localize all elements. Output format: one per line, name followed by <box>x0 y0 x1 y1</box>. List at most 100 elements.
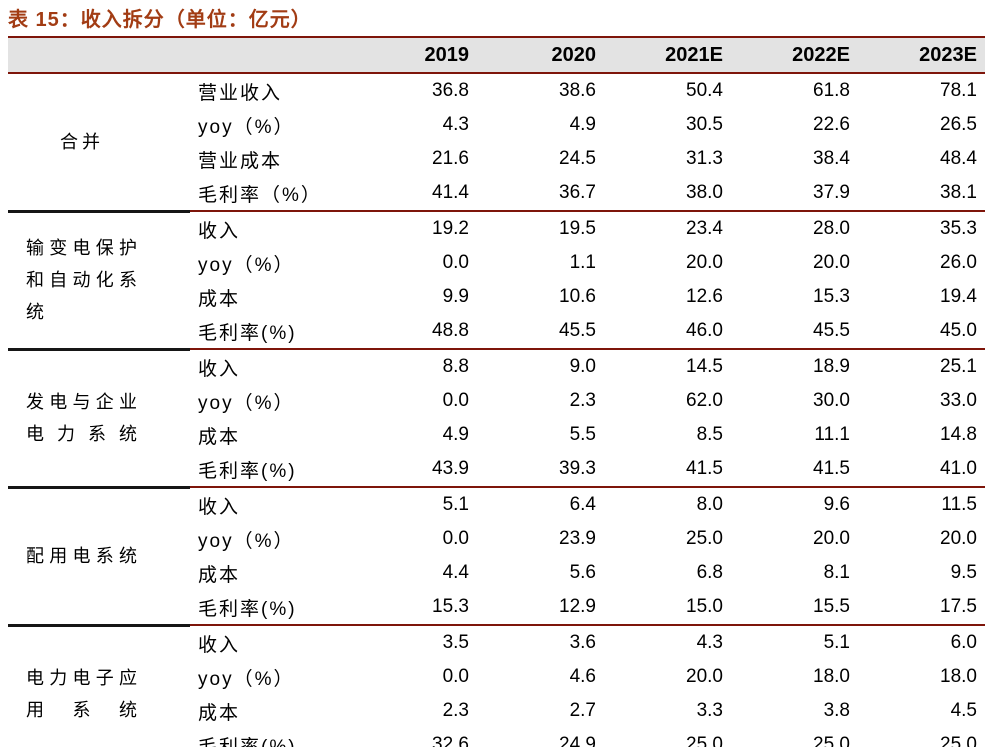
table-row: 营业成本 21.6 24.5 31.3 38.4 48.4 <box>8 142 985 176</box>
value-cell: 2.3 <box>442 700 469 721</box>
value-cell: 78.1 <box>940 80 977 101</box>
value-cell: 9.0 <box>569 356 596 377</box>
value-cell: 15.3 <box>813 286 850 307</box>
group-label: 配用电系统 <box>26 546 138 566</box>
value-cell: 0.0 <box>442 252 469 273</box>
value-cell: 19.2 <box>432 218 469 239</box>
value-cell: 25.0 <box>686 528 723 549</box>
value-cell: 48.8 <box>350 314 477 350</box>
value-cell: 41.0 <box>858 452 985 488</box>
table-row: 发电与企业电力系统 收入 8.8 9.0 14.5 18.9 25.1 <box>8 349 985 489</box>
value-cell: 41.5 <box>604 452 731 488</box>
table-row: 毛利率（%） 41.4 36.7 38.0 37.9 38.1 <box>8 176 985 212</box>
row-label: yoy（%） <box>198 116 295 138</box>
value-cell: 5.5 <box>569 424 596 445</box>
row-label: 成本 <box>198 702 241 724</box>
row-label: 收入 <box>198 220 241 242</box>
value-cell: 45.5 <box>731 314 858 350</box>
table-row: 成本 4.9 5.5 8.5 11.1 14.8 <box>8 418 985 452</box>
value-cell: 4.3 <box>442 114 469 135</box>
group-cell: 配用电系统 <box>8 487 190 627</box>
header-year-2020: 2020 <box>477 36 604 74</box>
value-cell: 20.0 <box>686 252 723 273</box>
value-cell: 19.4 <box>940 286 977 307</box>
value-cell: 33.0 <box>940 390 977 411</box>
value-cell: 9.5 <box>950 562 977 583</box>
value-cell: 5.6 <box>569 562 596 583</box>
value-cell: 36.7 <box>477 176 604 212</box>
value-cell: 37.9 <box>731 176 858 212</box>
value-cell: 35.3 <box>940 218 977 239</box>
row-label: 毛利率(%) <box>190 452 350 488</box>
revenue-breakdown-table: 2019 2020 2021E 2022E 2023E 合并 营业收入 36.8 38… <box>8 36 985 747</box>
value-cell: 9.9 <box>442 286 469 307</box>
group-label: 合并 <box>60 131 104 152</box>
table-row: yoy（%） 0.0 4.6 20.0 18.0 18.0 <box>8 660 985 694</box>
value-cell: 20.0 <box>940 528 977 549</box>
table-row: 毛利率(%) 15.3 12.9 15.0 15.5 17.5 <box>8 590 985 626</box>
report-table-page: 表 15：收入拆分（单位：亿元） 2019 2020 2021E 2022E 2… <box>0 8 1007 747</box>
header-year-2023e: 2023E <box>858 36 985 74</box>
value-cell: 38.4 <box>813 148 850 169</box>
value-cell: 8.1 <box>823 562 850 583</box>
header-year-2019: 2019 <box>350 36 477 74</box>
value-cell: 30.5 <box>686 114 723 135</box>
value-cell: 22.6 <box>813 114 850 135</box>
value-cell: 18.9 <box>813 356 850 377</box>
value-cell: 3.3 <box>696 700 723 721</box>
header-empty-rowlabel-col <box>190 36 350 74</box>
value-cell: 4.6 <box>569 666 596 687</box>
value-cell: 12.6 <box>686 286 723 307</box>
value-cell: 0.0 <box>442 666 469 687</box>
group-cell: 合并 <box>8 73 190 213</box>
value-cell: 0.0 <box>442 390 469 411</box>
table-row: 输变电保护和自动化系统 收入 19.2 19.5 23.4 28.0 35.3 <box>8 211 985 351</box>
value-cell: 43.9 <box>350 452 477 488</box>
value-cell: 3.8 <box>823 700 850 721</box>
value-cell: 20.0 <box>813 252 850 273</box>
value-cell: 26.0 <box>940 252 977 273</box>
value-cell: 15.0 <box>604 590 731 626</box>
header-row: 2019 2020 2021E 2022E 2023E <box>8 36 985 74</box>
table-row: yoy（%） 0.0 1.1 20.0 20.0 26.0 <box>8 246 985 280</box>
value-cell: 25.0 <box>731 728 858 747</box>
row-label: 收入 <box>198 634 241 656</box>
value-cell: 15.5 <box>731 590 858 626</box>
value-cell: 23.4 <box>686 218 723 239</box>
row-label: 收入 <box>198 358 241 380</box>
value-cell: 5.1 <box>442 494 469 515</box>
table-row: yoy（%） 0.0 2.3 62.0 30.0 33.0 <box>8 384 985 418</box>
value-cell: 45.5 <box>477 314 604 350</box>
value-cell: 38.1 <box>858 176 985 212</box>
table-row: 电力电子应用系统 收入 3.5 3.6 4.3 5.1 6.0 <box>8 625 985 747</box>
value-cell: 18.0 <box>940 666 977 687</box>
value-cell: 6.0 <box>950 632 977 653</box>
value-cell: 62.0 <box>686 390 723 411</box>
row-label: yoy（%） <box>198 392 295 414</box>
table-body: 合并 营业收入 36.8 38.6 50.4 61.8 78.1 yoy（%） 4.3 4.9 30… <box>8 73 985 747</box>
value-cell: 48.4 <box>940 148 977 169</box>
value-cell: 19.5 <box>559 218 596 239</box>
row-label: 成本 <box>198 288 241 310</box>
value-cell: 31.3 <box>686 148 723 169</box>
table-row: 合并 营业收入 36.8 38.6 50.4 61.8 78.1 <box>8 73 985 213</box>
group-label: 输变电保护和自动化系统 <box>26 238 138 322</box>
table-row: 毛利率(%) 48.8 45.5 46.0 45.5 45.0 <box>8 314 985 350</box>
value-cell: 6.8 <box>696 562 723 583</box>
value-cell: 5.1 <box>823 632 850 653</box>
value-cell: 17.5 <box>858 590 985 626</box>
value-cell: 20.0 <box>813 528 850 549</box>
table-row: 毛利率(%) 43.9 39.3 41.5 41.5 41.0 <box>8 452 985 488</box>
table-title: 表 15：收入拆分（单位：亿元） <box>8 9 312 31</box>
value-cell: 12.9 <box>477 590 604 626</box>
value-cell: 14.5 <box>686 356 723 377</box>
table-row: 成本 4.4 5.6 6.8 8.1 9.5 <box>8 556 985 590</box>
value-cell: 25.0 <box>858 728 985 747</box>
value-cell: 2.3 <box>569 390 596 411</box>
row-label: 毛利率（%） <box>190 176 350 212</box>
table-row: 毛利率(%) 32.6 24.9 25.0 25.0 25.0 <box>8 728 985 747</box>
value-cell: 11.1 <box>814 424 850 445</box>
value-cell: 20.0 <box>686 666 723 687</box>
value-cell: 24.5 <box>559 148 596 169</box>
row-label: 营业成本 <box>198 150 283 172</box>
